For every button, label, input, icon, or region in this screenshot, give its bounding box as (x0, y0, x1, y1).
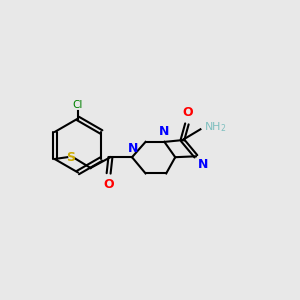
Text: O: O (103, 178, 114, 191)
Text: S: S (66, 151, 75, 164)
Text: O: O (182, 106, 193, 119)
Text: N: N (159, 125, 170, 138)
Text: Cl: Cl (73, 100, 83, 110)
Text: NH$_2$: NH$_2$ (204, 121, 226, 134)
Text: N: N (128, 142, 138, 154)
Text: N: N (198, 158, 208, 171)
